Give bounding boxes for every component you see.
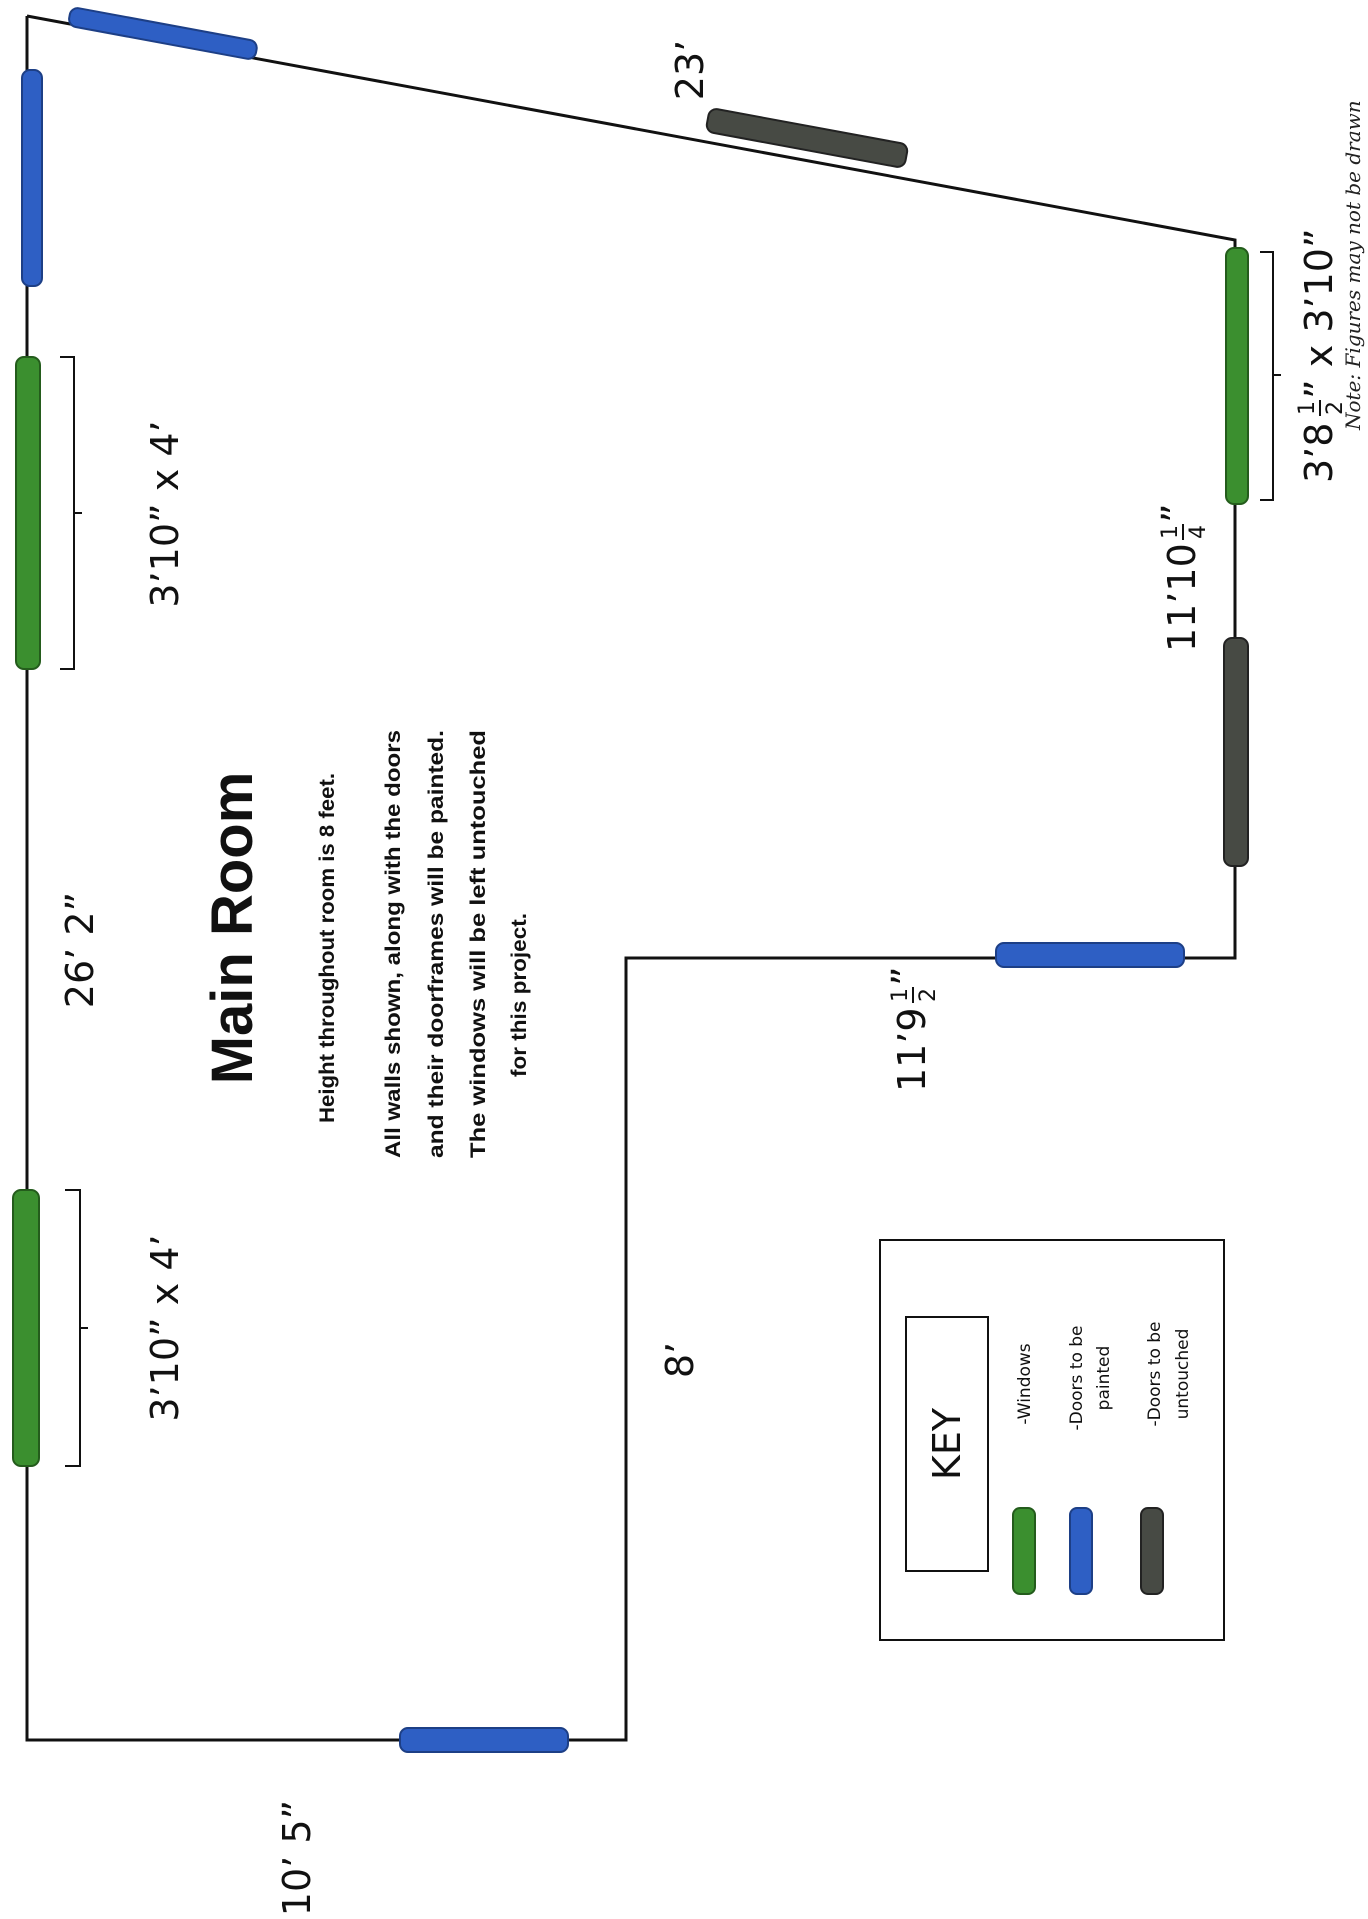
dim-top-wall: 23’	[668, 40, 712, 100]
legend-swatch-door-untouched	[1140, 1507, 1164, 1595]
dim-inner-wall: 8’	[658, 1342, 702, 1378]
dim-window-right: 3’8 1 2 ” x 3’10”	[1295, 228, 1348, 483]
door-painted-top-left	[68, 7, 258, 60]
legend-swatch-window	[1012, 1507, 1036, 1595]
note-height: Height throughout room is 8 feet.	[316, 773, 339, 1123]
svg-text:”: ”	[884, 966, 928, 986]
dim-left-wall: 26’ 2”	[58, 892, 102, 1008]
svg-text:1: 1	[1158, 525, 1183, 539]
dim-window-left-upper: 3’10” x 4’	[143, 420, 187, 607]
legend-label-untouched-2: untouched	[1173, 1329, 1193, 1420]
legend-label-untouched-1: -Doors to be	[1145, 1322, 1165, 1427]
dim-right-upper: 11’10 1 4 ”	[1154, 503, 1211, 652]
door-painted-step	[995, 942, 1185, 968]
note-walls-line-4: for this project.	[508, 913, 531, 1077]
svg-text:”: ”	[1154, 503, 1198, 523]
dim-bottom-wall: 10’ 5”	[275, 1800, 319, 1916]
dim-step-wall: 11’9 1 2 ”	[884, 966, 941, 1092]
brace-left-upper	[60, 356, 82, 670]
door-painted-bottom	[399, 1727, 569, 1753]
svg-text:11’10: 11’10	[1160, 543, 1204, 652]
svg-text:2: 2	[916, 988, 941, 1002]
svg-text:2: 2	[1323, 401, 1348, 415]
window-left-upper	[15, 356, 41, 670]
legend-swatch-door-painted	[1069, 1507, 1093, 1595]
legend-label-painted-2: painted	[1094, 1346, 1114, 1411]
footnote: Note: Figures may not be drawn	[1341, 100, 1365, 431]
door-untouched-top	[705, 108, 909, 168]
window-left-lower	[12, 1189, 40, 1467]
note-walls-line-3: The windows will be left untouched	[467, 730, 490, 1158]
legend-title-box	[905, 1316, 989, 1572]
legend-box	[879, 1239, 1225, 1641]
svg-text:” x 3’10”: ” x 3’10”	[1297, 228, 1341, 399]
legend-label-windows: -Windows	[1015, 1343, 1035, 1424]
svg-text:3’8: 3’8	[1297, 423, 1341, 483]
dim-window-left-lower: 3’10” x 4’	[143, 1234, 187, 1421]
brace-right	[1260, 251, 1281, 501]
note-walls-line-2: and their doorframes will be painted.	[425, 730, 448, 1158]
svg-text:4: 4	[1186, 525, 1211, 539]
door-painted-left-upper	[21, 69, 43, 287]
brace-left-lower	[65, 1189, 88, 1467]
page-title: Main Room	[200, 772, 265, 1085]
door-untouched-right	[1223, 637, 1249, 867]
svg-text:1: 1	[1295, 401, 1320, 415]
legend-label-painted-1: -Doors to be	[1067, 1326, 1087, 1431]
svg-text:11’9: 11’9	[890, 1007, 934, 1092]
note-walls-line-1: All walls shown, along with the doors	[382, 730, 405, 1158]
window-right	[1225, 247, 1249, 505]
legend: KEY -Windows -Doors to be painted -Doors…	[879, 1239, 1225, 1641]
room-outline	[25, 14, 1237, 1742]
legend-title: KEY	[925, 1407, 969, 1480]
svg-text:1: 1	[888, 988, 913, 1002]
